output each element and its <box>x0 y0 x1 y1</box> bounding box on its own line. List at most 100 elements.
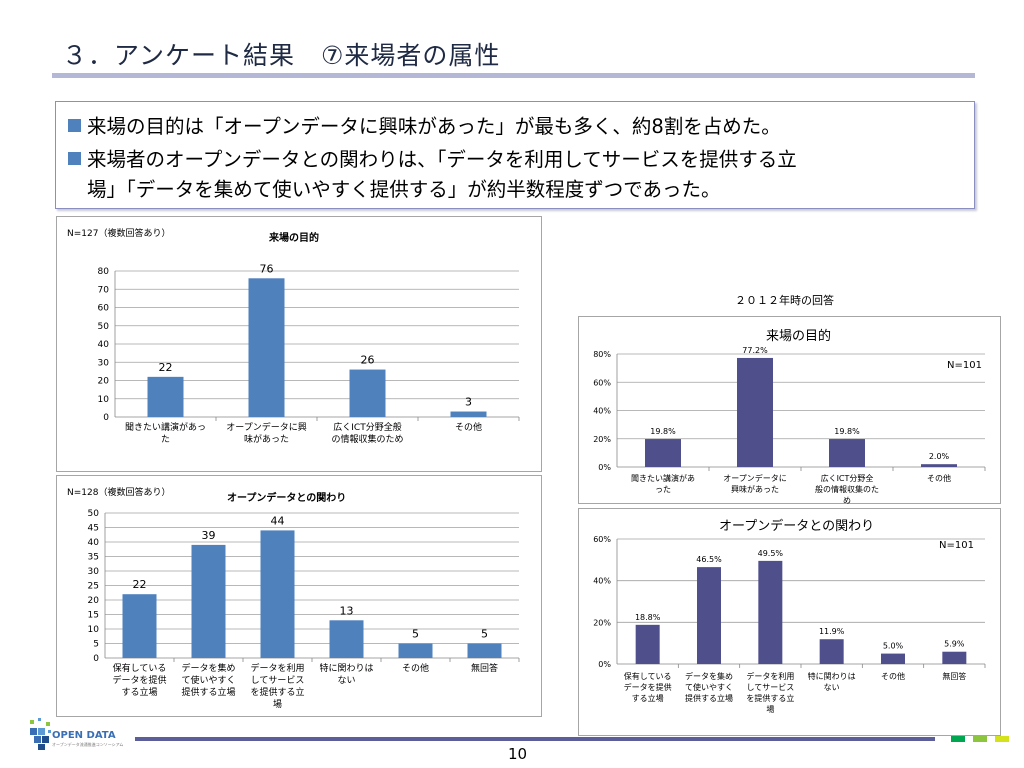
open-data-logo-icon <box>30 718 51 750</box>
chart-purpose-2013: N=127（複数回答あり） 来場の目的 0 10 20 30 40 50 60 70 80 22 聞… <box>56 216 542 472</box>
x-tick-label: 広くICT分野全般の情報収集のため <box>331 421 403 445</box>
x-tick-label: その他 <box>455 421 482 433</box>
bar <box>467 643 502 658</box>
footer-square-2 <box>973 736 987 742</box>
y-tick-label: 20% <box>593 618 611 627</box>
x-tick-label: 特に関わりはない <box>808 671 856 692</box>
bar <box>881 653 905 664</box>
data-label: 3 <box>465 396 472 409</box>
y-tick-label: 70 <box>98 285 110 295</box>
chart-title: オープンデータとの関わり <box>227 493 347 504</box>
footer-square-1 <box>951 736 965 742</box>
chart-note: N=128（複数回答あり） <box>67 488 171 498</box>
data-label: 22 <box>159 361 173 374</box>
data-label: 46.5% <box>696 555 722 564</box>
data-label: 11.9% <box>819 627 845 636</box>
y-tick-label: 0% <box>598 660 611 669</box>
bar <box>248 278 285 417</box>
chart-purpose-2012: 来場の目的 0% 20% 40% 60% 80% 19.8% 聞きたい講演があった 77.2%… <box>578 316 1001 505</box>
y-tick-label: 20 <box>88 596 100 606</box>
bar <box>635 624 660 664</box>
chart-involvement-2012: オープンデータとの関わり 0% 20% 40% 60% 18.8% 保有しているデータを提… <box>578 508 1001 736</box>
bar <box>147 376 184 417</box>
bar <box>122 594 157 658</box>
logo-text: OPEN DATA <box>52 730 116 741</box>
summary-bullet-1: 来場の目的は「オープンデータに興味があった」が最も多く、約8割を占めた。 <box>68 112 968 142</box>
y-tick-label: 20 <box>98 377 110 387</box>
x-tick-label: オープンデータに興味があった <box>723 473 787 494</box>
data-label: 39 <box>202 529 216 542</box>
data-label: 13 <box>340 604 354 617</box>
y-tick-label: 10 <box>88 625 100 635</box>
bar <box>819 639 844 664</box>
data-label: 5 <box>481 628 488 641</box>
x-tick-label: 特に関わりはない <box>319 662 373 686</box>
data-label: 19.8% <box>834 427 860 436</box>
data-label: 5.0% <box>883 642 904 651</box>
bar <box>697 567 721 664</box>
y-tick-label: 25 <box>88 582 99 592</box>
bar <box>398 643 433 658</box>
y-tick-label: 0 <box>103 413 109 423</box>
bullet-square-icon <box>68 152 81 165</box>
x-tick-label: 保有しているデータを提供する立場 <box>624 671 672 703</box>
y-tick-label: 50 <box>98 322 110 332</box>
x-tick-label: その他 <box>881 671 905 681</box>
x-tick-label: その他 <box>402 662 429 674</box>
x-tick-label: 保有しているデータを提供する立場 <box>112 662 166 698</box>
chart-svg: 0 5 10 15 20 25 30 35 40 45 50 22 保有しているデータを提供する立場 39… <box>88 509 520 710</box>
y-tick-label: 20% <box>593 435 611 444</box>
summary-bullet-2-line-1: 来場者のオープンデータとの関わりは、「データを利用してサービスを提供する立 <box>87 148 797 171</box>
bar <box>758 560 783 664</box>
bar <box>450 411 487 417</box>
x-tick-label: データを利用してサービスを提供する立場 <box>250 662 304 710</box>
x-tick-label: オープンデータに興味があった <box>226 421 306 445</box>
summary-bullet-1-text: 来場の目的は「オープンデータに興味があった」が最も多く、約8割を占めた。 <box>87 115 781 138</box>
y-tick-label: 5 <box>93 640 99 650</box>
y-tick-label: 40% <box>593 407 611 416</box>
y-tick-label: 10 <box>98 395 110 405</box>
data-label: 49.5% <box>758 549 784 558</box>
data-label: 26 <box>361 354 375 367</box>
chart-involvement-2013: N=128（複数回答あり） オープンデータとの関わり 0 5 10 15 20 25 30 3… <box>56 475 542 717</box>
x-tick-label: データを集めて使いやすく提供する立場 <box>685 671 733 703</box>
chart-title: 来場の目的 <box>269 233 319 244</box>
y-tick-label: 60% <box>593 535 611 544</box>
n-label: N=101 <box>947 360 982 371</box>
summary-bullet-2-line-2: 場」「データを集めて使いやすく提供する」が約半数程度ずつであった。 <box>87 178 721 201</box>
bar <box>191 544 226 658</box>
y-tick-label: 30 <box>88 567 100 577</box>
x-tick-label: 聞きたい講演があった <box>631 473 695 494</box>
y-tick-label: 35 <box>88 553 99 563</box>
bar <box>329 620 364 658</box>
x-tick-label: 無回答 <box>942 671 966 681</box>
page-title: ３．アンケート結果 ⑦来場者の属性 <box>62 41 501 70</box>
chart-svg: 0% 20% 40% 60% 18.8% 保有しているデータを提供する立場 46.5% データ… <box>593 535 986 714</box>
bar <box>737 357 773 467</box>
y-tick-label: 0% <box>598 463 611 472</box>
n-label: N=101 <box>939 540 974 551</box>
bar <box>921 464 957 467</box>
data-label: 76 <box>260 262 274 275</box>
bar <box>349 369 386 417</box>
bullet-square-icon <box>68 119 81 132</box>
x-tick-label: その他 <box>927 473 951 483</box>
x-tick-label: 無回答 <box>471 662 498 674</box>
chart-svg: 0 10 20 30 40 50 60 70 80 22 聞きたい講演があった 76 オープンデータに興… <box>98 262 520 445</box>
y-tick-label: 45 <box>88 524 99 534</box>
x-tick-label: データを集めて使いやすく提供する立場 <box>181 662 235 698</box>
data-label: 5 <box>412 628 419 641</box>
bar <box>260 530 295 658</box>
chart-note: N=127（複数回答あり） <box>67 229 171 239</box>
data-label: 44 <box>271 514 285 527</box>
summary-box: 来場の目的は「オープンデータに興味があった」が最も多く、約8割を占めた。 来場者… <box>55 101 975 209</box>
y-tick-label: 15 <box>88 611 99 621</box>
x-tick-label: 広くICT分野全般の情報収集のため <box>815 473 879 505</box>
page-number: 10 <box>508 745 528 763</box>
y-tick-label: 30 <box>98 358 110 368</box>
data-label: 5.9% <box>944 640 965 649</box>
y-tick-label: 40 <box>88 538 100 548</box>
data-label: 18.8% <box>635 613 661 622</box>
title-rule <box>52 73 975 78</box>
footer-bar <box>135 737 935 741</box>
